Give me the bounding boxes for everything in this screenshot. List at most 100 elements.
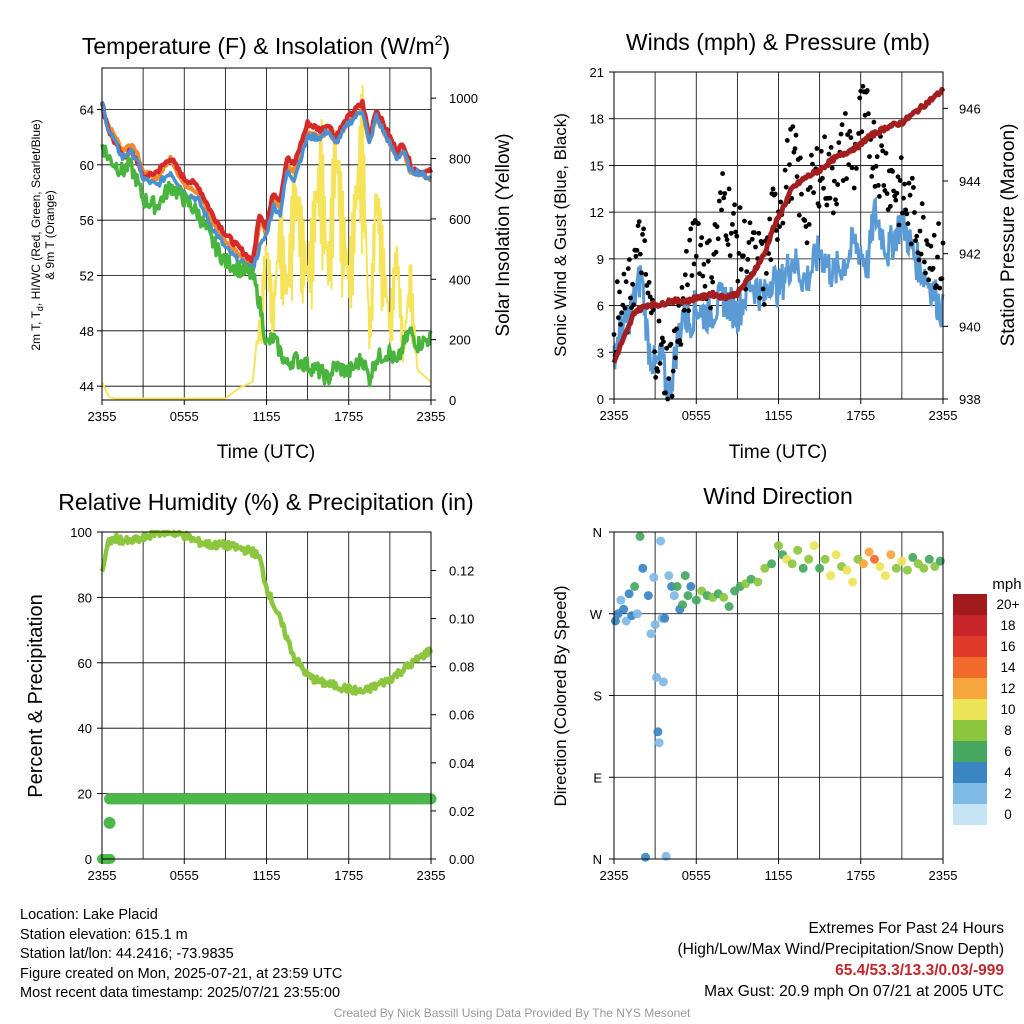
gust-point [903,207,909,213]
humidity-title: Relative Humidity (%) & Precipitation (i… [58,489,473,515]
gust-point [759,241,765,246]
wind-direction-point [897,556,907,566]
wind-direction-point [632,609,642,619]
gust-point [659,335,665,341]
humidity-y-tick-label: 40 [78,721,92,736]
wind-direction-point [908,552,918,562]
temperature-x-tick-label: 0555 [170,409,199,424]
gust-point [772,191,778,197]
gust-point [674,326,679,332]
gust-point [709,275,714,280]
gust-point [685,282,690,288]
gust-point [678,342,684,347]
winds-y-tick-label: 9 [597,252,604,267]
temperature-x-tick-label: 2355 [88,409,117,424]
wind-direction-point [848,577,857,587]
gust-point [627,257,632,262]
gust-point [668,341,674,347]
gust-point [727,253,733,258]
gust-point [656,318,662,324]
gust-point [641,226,646,232]
winds-x-tick-label: 2355 [929,408,958,423]
gust-point [895,174,901,180]
humidity-x-tick-label: 0555 [170,868,199,883]
temperature-y2-tick-label: 200 [449,333,471,348]
pressure-line [611,86,946,364]
gust-point [847,129,853,134]
humidity-y2-tick-label: 0.08 [449,660,474,675]
gust-point [764,271,769,276]
temperature-x-tick-label: 1155 [253,409,281,424]
gust-point [699,235,705,241]
gust-point [652,349,657,354]
gust-point [917,228,923,234]
direction-x-tick-label: 1155 [765,868,793,883]
speed-legend-label: 8 [1004,723,1012,738]
gust-point [883,150,889,156]
gust-point [832,178,837,184]
gust-point [719,207,724,213]
winds-y2-tick-label: 946 [959,101,981,116]
gust-point [898,155,904,161]
gust-point [794,174,800,180]
gust-point [930,265,936,271]
gust-point [826,151,832,157]
gust-point [869,174,875,179]
gust-point [741,253,746,259]
wind-direction-point [842,565,852,575]
humidity-x-tick-label: 1755 [334,868,363,883]
wind-direction-point [886,550,896,560]
wind-direction-point [641,852,650,862]
gust-point [744,269,750,274]
humidity-y-tick-label: 60 [78,656,92,671]
gust-point [645,290,651,296]
direction-y-tick-label: W [590,607,603,622]
wind-direction-point [798,563,808,573]
gust-point [920,214,926,220]
gust-point [793,132,799,138]
gust-point [715,236,721,242]
gust-point [721,195,727,201]
gust-point [614,279,620,285]
humidity-y2-tick-label: 0.04 [449,756,474,771]
gust-point [824,202,830,208]
gust-point [625,266,631,271]
temperature-y-tick-label: 56 [80,213,94,228]
gust-point [732,202,737,208]
direction-x-tick-label: 2355 [929,868,958,883]
direction-y-tick-label: E [593,770,602,785]
wind-direction-point [610,616,620,626]
gust-point [735,278,741,284]
speed-legend-label: 0 [1004,807,1012,822]
gust-point [726,186,732,192]
gust-point [830,210,836,216]
gust-point [881,183,887,188]
humidity-y2-tick-label: 0.10 [449,612,474,627]
temperature-title: Temperature (F) & Insolation (W/m2) [82,32,450,59]
station-elevation: Station elevation: 615.1 m [20,926,188,943]
gust-point [829,165,835,171]
gust-point [682,272,688,278]
winds-y-tick-label: 21 [590,65,604,80]
speed-legend-label: 6 [1004,744,1012,759]
gust-point [666,376,672,381]
humidity-y2-tick-label: 0.02 [449,804,474,819]
gust-point [639,270,644,276]
wind-direction-point [686,582,696,591]
wind-direction-point [616,595,626,605]
gust-point [879,143,884,149]
wind-direction-point [767,559,777,569]
wind-direction-point [654,738,664,748]
speed-legend-swatch [953,741,987,762]
speed-legend-swatch [953,657,987,678]
gust-point [888,203,893,209]
extremes-values: 65.4/53.3/13.3/0.03/-999 [835,962,1004,979]
gust-point [691,261,697,267]
series-line-td [100,143,433,388]
gust-point [733,229,739,235]
gust-point [906,180,912,186]
station-latlon: Station lat/lon: 44.2416; -73.9835 [20,946,234,962]
gust-point [901,195,906,201]
temperature-y2-tick-label: 400 [449,272,471,287]
gust-point [752,230,757,236]
